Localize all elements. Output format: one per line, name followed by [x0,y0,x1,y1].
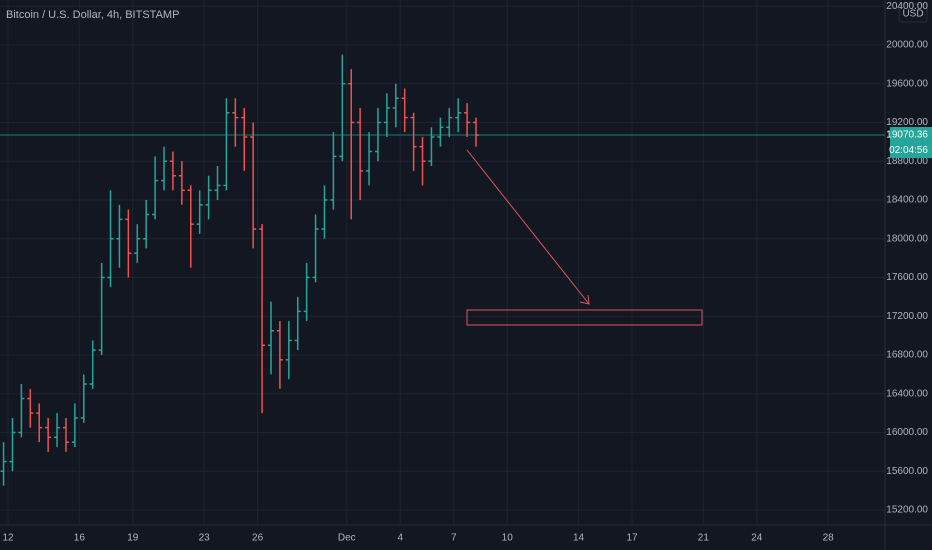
y-tick-label: 15200.00 [886,505,928,516]
y-tick-label: 19200.00 [886,117,928,128]
y-tick-label: 17600.00 [886,272,928,283]
y-tick-label: 19600.00 [886,78,928,89]
currency-box[interactable] [898,3,928,23]
y-tick-label: 16400.00 [886,388,928,399]
drawing-rectangle[interactable] [466,309,703,326]
x-tick-label: 16 [74,533,86,544]
y-tick-label: 18400.00 [886,195,928,206]
grid [0,0,885,525]
x-tick-label: 28 [823,533,835,544]
x-tick-label: 10 [502,533,514,544]
y-tick-label: 17200.00 [886,311,928,322]
y-tick-label: 18800.00 [886,156,928,167]
arrow-head [579,294,590,305]
x-tick-label: 24 [751,533,763,544]
last-price-label: 19070.36 [886,130,928,141]
x-tick-label: 14 [573,533,585,544]
x-tick-label: 26 [252,533,264,544]
y-tick-label: 16800.00 [886,350,928,361]
countdown-label: 02:04:56 [889,145,928,156]
currency-label: USD [902,9,923,20]
x-tick-label: 21 [698,533,710,544]
x-tick-label: 12 [2,533,14,544]
last-price-box [890,127,932,144]
y-tick-label: 20400.00 [886,1,928,12]
chart-title: Bitcoin / U.S. Dollar, 4h, BITSTAMP [6,9,179,21]
x-tick-label: 19 [127,533,139,544]
x-tick-label: 17 [626,533,638,544]
y-tick-label: 15600.00 [886,466,928,477]
y-tick-label: 16000.00 [886,427,928,438]
y-tick-label: 20000.00 [886,40,928,51]
x-tick-label: 23 [199,533,211,544]
x-tick-label: 7 [451,533,457,544]
y-tick-label: 18000.00 [886,233,928,244]
x-tick-label: 4 [397,533,403,544]
x-tick-label: Dec [338,533,356,544]
arrow-line [466,149,590,305]
drawing-arrow[interactable] [466,149,590,305]
countdown-box [890,143,932,159]
bars [0,54,480,486]
